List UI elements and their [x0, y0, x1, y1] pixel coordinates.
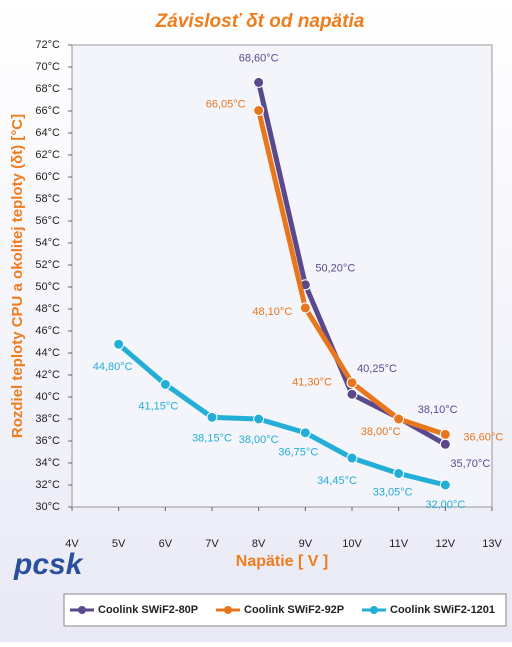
data-label: 32,00°C [425, 499, 465, 511]
x-tick-label: 8V [252, 538, 266, 550]
legend-label: Coolink SWiF2-1201 [390, 604, 495, 616]
data-point [346, 452, 358, 464]
x-tick-label: 12V [436, 538, 456, 550]
y-tick-label: 32°C [35, 479, 60, 491]
y-axis-label: Rozdiel teploty CPU a okolitej teploty (… [9, 114, 26, 438]
data-point [113, 338, 125, 350]
y-tick-label: 34°C [35, 457, 60, 469]
data-point [253, 413, 265, 425]
y-tick-label: 54°C [35, 237, 60, 249]
data-label: 48,10°C [252, 306, 292, 318]
x-tick-label: 13V [482, 538, 502, 550]
y-tick-label: 48°C [35, 303, 60, 315]
data-label: 38,10°C [418, 404, 458, 416]
data-point [299, 302, 311, 314]
legend-box [63, 593, 507, 627]
y-tick-label: 42°C [35, 369, 60, 381]
x-tick-label: 6V [159, 538, 173, 550]
y-tick-label: 46°C [35, 325, 60, 337]
data-label: 33,05°C [373, 486, 413, 498]
y-tick-label: 30°C [35, 501, 60, 513]
data-label: 50,20°C [315, 263, 355, 275]
legend-label: Coolink SWiF2-80P [98, 604, 198, 616]
y-tick-label: 50°C [35, 281, 60, 293]
x-tick-label: 4V [65, 538, 79, 550]
data-label: 38,00°C [239, 434, 279, 446]
legend-label: Coolink SWiF2-92P [244, 604, 344, 616]
data-label: 38,15°C [192, 432, 232, 444]
x-tick-label: 7V [205, 538, 219, 550]
y-tick-label: 36°C [35, 435, 60, 447]
data-label: 40,25°C [357, 363, 397, 375]
data-label: 44,80°C [93, 361, 133, 373]
data-point [299, 427, 311, 439]
data-label: 36,75°C [278, 447, 318, 459]
x-axis-label: Napätie [ V ] [236, 553, 328, 570]
legend-marker [224, 606, 232, 614]
data-point [439, 479, 451, 491]
y-tick-label: 56°C [35, 215, 60, 227]
y-tick-label: 68°C [35, 83, 60, 95]
data-label: 41,15°C [138, 400, 178, 412]
data-point [393, 413, 405, 425]
data-label: 36,60°C [463, 431, 503, 443]
legend-marker [78, 606, 86, 614]
y-tick-label: 40°C [35, 391, 60, 403]
x-tick-label: 11V [389, 538, 408, 550]
data-point [253, 104, 265, 116]
y-tick-label: 70°C [35, 61, 60, 73]
legend-marker [370, 606, 378, 614]
data-point [253, 76, 265, 88]
data-label: 41,30°C [292, 377, 332, 389]
series-line [116, 341, 448, 488]
data-point [346, 377, 358, 389]
data-label: 35,70°C [450, 458, 490, 470]
data-point [439, 438, 451, 450]
data-label: 34,45°C [317, 475, 357, 487]
x-tick-label: 9V [299, 538, 313, 550]
y-tick-label: 38°C [35, 413, 60, 425]
data-point [439, 428, 451, 440]
y-tick-label: 44°C [35, 347, 60, 359]
data-point [346, 388, 358, 400]
data-point [393, 467, 405, 479]
y-tick-label: 60°C [35, 171, 60, 183]
data-label: 38,00°C [361, 426, 401, 438]
y-tick-label: 52°C [35, 259, 60, 271]
logo: pcsk [13, 548, 84, 581]
chart-title: Závislosť δt od napätia [155, 11, 365, 32]
x-tick-label: 10V [342, 538, 362, 550]
data-label: 68,60°C [239, 52, 279, 64]
y-tick-label: 66°C [35, 105, 60, 117]
data-point [159, 378, 171, 390]
x-tick-label: 5V [112, 538, 126, 550]
data-point [206, 411, 218, 423]
y-tick-label: 58°C [35, 193, 60, 205]
data-label: 66,05°C [206, 98, 246, 110]
y-tick-label: 62°C [35, 149, 60, 161]
y-tick-label: 64°C [35, 127, 60, 139]
y-tick-label: 72°C [35, 39, 60, 51]
